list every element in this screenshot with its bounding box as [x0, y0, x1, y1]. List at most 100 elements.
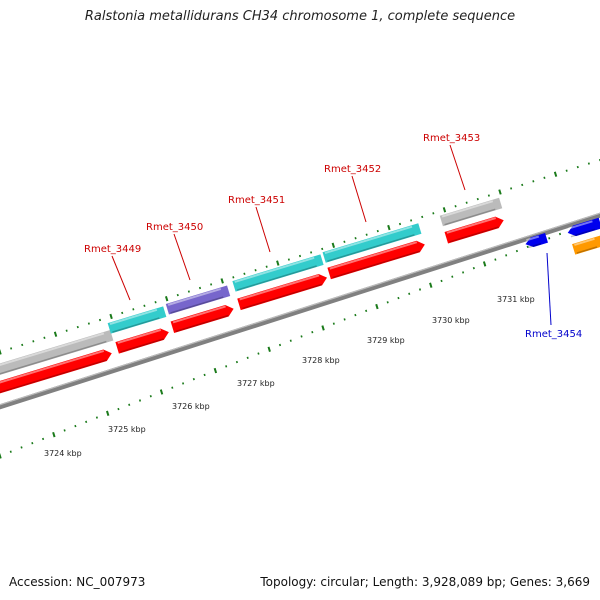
grey-feature-3453	[439, 197, 503, 227]
outer-tick	[532, 180, 535, 183]
inner-tick	[203, 373, 206, 377]
scale-label-5: 3729 kbp	[367, 336, 405, 345]
cyan-feature-3449	[107, 306, 167, 334]
inner-tick	[343, 318, 346, 321]
leader-line-4	[449, 144, 466, 191]
cds-rmet-3452	[327, 240, 425, 280]
leader-line-2	[255, 206, 271, 253]
inner-tick	[192, 377, 195, 381]
inner-tick	[462, 271, 465, 274]
scale-label-4: 3728 kbp	[302, 356, 340, 365]
outer-tick	[0, 349, 2, 355]
topology-summary: Topology: circular; Length: 3,928,089 bp…	[260, 575, 590, 589]
feature-track	[0, 197, 600, 410]
inner-tick	[386, 301, 389, 304]
inner-tick	[63, 429, 66, 432]
inner-tick	[558, 232, 562, 236]
inner-tick	[505, 254, 508, 257]
scale-labels: 3724 kbp 3725 kbp 3726 kbp 3727 kbp 3728 kbp…	[44, 295, 535, 458]
inner-tick	[429, 282, 433, 288]
gene-label-rmet-3454: Rmet_3454	[525, 329, 582, 340]
outer-tick	[98, 318, 102, 322]
inner-tick	[515, 249, 518, 253]
outer-tick-track	[0, 158, 600, 355]
cyan-feature-3452	[322, 223, 422, 263]
cds-forward-left	[0, 349, 112, 403]
scale-label-2: 3726 kbp	[172, 402, 210, 411]
outer-tick	[32, 340, 35, 343]
outer-tick	[10, 347, 13, 350]
inner-tick	[482, 261, 487, 267]
outer-tick	[331, 242, 336, 249]
gene-label-rmet-3452: Rmet_3452	[324, 164, 381, 175]
outer-tick	[143, 304, 146, 307]
inner-tick	[149, 395, 152, 398]
outer-tick	[220, 278, 224, 284]
outer-tick	[354, 237, 357, 240]
gene-label-rmet-3453: Rmet_3453	[423, 133, 480, 144]
inner-tick	[31, 442, 34, 445]
outer-tick	[254, 269, 257, 272]
outer-tick	[343, 240, 346, 243]
backbone-line	[0, 212, 600, 410]
backbone-highlight	[0, 212, 600, 406]
inner-tick	[300, 335, 303, 338]
outer-tick	[132, 308, 135, 311]
outer-tick	[521, 183, 524, 187]
leader-line-1	[173, 233, 191, 281]
outer-tick	[565, 169, 568, 172]
scale-label-1: 3725 kbp	[108, 425, 146, 434]
inner-tick	[213, 367, 218, 374]
inner-tick	[408, 292, 411, 295]
cds-reverse-right	[567, 217, 600, 238]
leader-line-3	[351, 175, 367, 223]
inner-tick	[289, 339, 292, 342]
cds-rmet-3450	[170, 305, 234, 334]
gene-label-rmet-3451: Rmet_3451	[228, 195, 285, 206]
inner-tick	[267, 346, 271, 352]
outer-tick	[454, 205, 457, 208]
outer-tick	[321, 247, 324, 251]
inner-tick	[20, 446, 23, 449]
inner-tick	[159, 389, 164, 395]
outer-tick	[287, 258, 290, 261]
inner-tick	[182, 382, 185, 385]
outer-tick	[376, 229, 379, 233]
outer-tick	[410, 219, 413, 222]
inner-tick	[472, 266, 475, 270]
outer-tick	[543, 176, 546, 179]
gene-labels: Rmet_3449 Rmet_3450 Rmet_3451 Rmet_3452 Rmet…	[84, 133, 582, 340]
inner-tick	[321, 325, 325, 331]
gene-label-rmet-3450: Rmet_3450	[146, 222, 203, 233]
inner-tick	[42, 437, 45, 441]
scale-label-7: 3731 kbp	[497, 295, 535, 304]
inner-tick	[235, 360, 238, 364]
outer-tick	[487, 194, 490, 197]
leader-line-0	[111, 255, 131, 301]
scale-label-0: 3724 kbp	[44, 449, 82, 458]
outer-tick	[387, 224, 391, 231]
scale-label-6: 3730 kbp	[432, 316, 470, 325]
inner-tick	[548, 237, 551, 240]
outer-tick	[265, 265, 268, 268]
outer-tick	[476, 197, 479, 201]
outer-tick	[53, 331, 58, 337]
cds-rmet-3449	[115, 328, 169, 354]
outer-tick	[442, 207, 447, 213]
outer-tick	[210, 283, 213, 286]
cds-rmet-3451	[237, 273, 328, 311]
inner-tick	[9, 450, 12, 453]
outer-tick	[65, 329, 68, 332]
inner-tick	[365, 309, 368, 313]
outer-tick	[232, 276, 235, 279]
inner-tick	[246, 356, 249, 359]
outer-tick	[398, 222, 402, 226]
grey-feature-left	[0, 329, 114, 385]
inner-tick	[332, 322, 335, 325]
outer-tick	[465, 201, 468, 204]
inner-tick	[311, 331, 314, 334]
inner-tick	[451, 275, 454, 278]
inner-tick	[95, 416, 98, 419]
outer-tick	[276, 260, 280, 266]
